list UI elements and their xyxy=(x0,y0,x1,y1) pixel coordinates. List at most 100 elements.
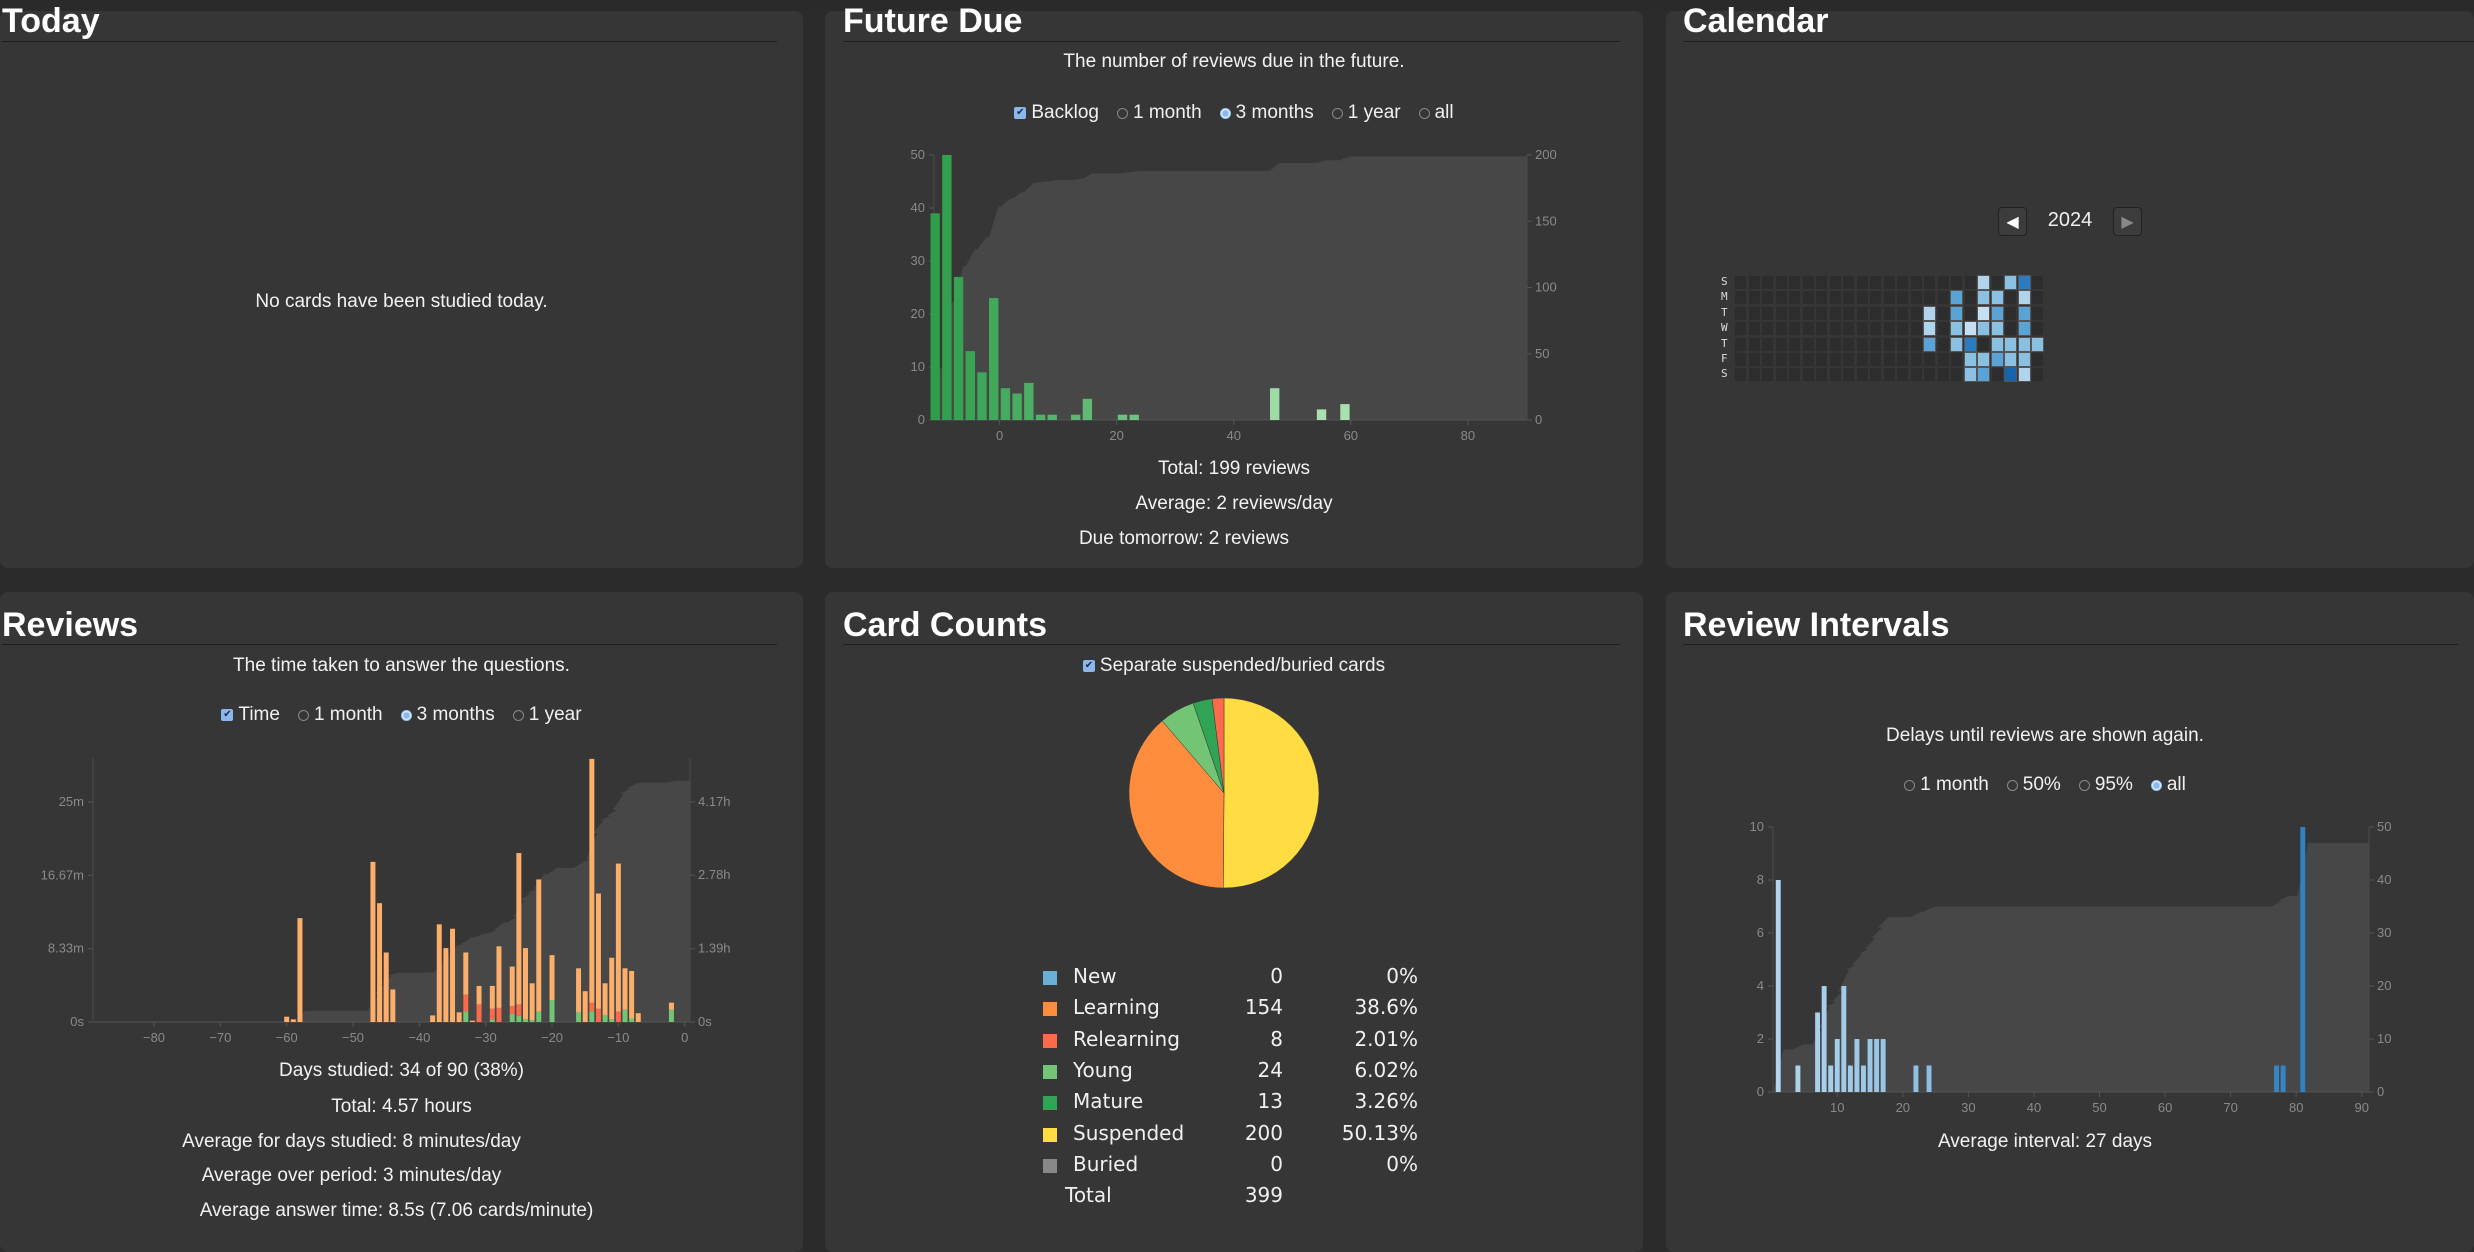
calendar-day-active[interactable] xyxy=(1963,336,1977,352)
calendar-day[interactable] xyxy=(1829,306,1841,320)
calendar-day[interactable] xyxy=(1775,337,1787,351)
calendar-day[interactable] xyxy=(1762,353,1773,366)
calendar-day[interactable] xyxy=(1883,337,1895,351)
calendar-day[interactable] xyxy=(1964,291,1976,305)
calendar-day[interactable] xyxy=(1856,306,1868,320)
radio-1-year[interactable]: 1 year xyxy=(512,704,582,726)
calendar-day[interactable] xyxy=(1843,368,1854,382)
calendar-day[interactable] xyxy=(1870,337,1881,351)
calendar-day[interactable] xyxy=(1802,276,1814,289)
prev-year-button[interactable]: ◀ xyxy=(1998,207,2027,236)
calendar-day[interactable] xyxy=(2032,291,2043,305)
calendar-day[interactable] xyxy=(1937,291,1949,305)
calendar-day[interactable] xyxy=(1991,276,2003,289)
calendar-day[interactable] xyxy=(2032,353,2043,366)
calendar-day[interactable] xyxy=(1843,322,1854,336)
calendar-day[interactable] xyxy=(1789,322,1800,336)
calendar-day[interactable] xyxy=(1937,306,1949,320)
calendar-day-active[interactable] xyxy=(1923,305,1936,321)
calendar-day-active[interactable] xyxy=(1963,321,1977,337)
calendar-day-active[interactable] xyxy=(1977,305,1990,321)
calendar-day[interactable] xyxy=(1816,322,1827,336)
calendar-day-active[interactable] xyxy=(1963,352,1977,367)
calendar-day[interactable] xyxy=(2032,322,2043,336)
calendar-day[interactable] xyxy=(1775,306,1787,320)
calendar-day[interactable] xyxy=(1951,276,1962,289)
calendar-day[interactable] xyxy=(1870,368,1881,382)
calendar-day[interactable] xyxy=(1937,353,1949,366)
calendar-day[interactable] xyxy=(1897,276,1908,289)
calendar-day-active[interactable] xyxy=(1923,336,1936,352)
calendar-day[interactable] xyxy=(1843,306,1854,320)
calendar-day[interactable] xyxy=(1910,322,1922,336)
separate-suspended-checkbox[interactable]: ✔ Separate suspended/buried cards xyxy=(1082,655,1385,677)
calendar-day[interactable] xyxy=(1816,276,1827,289)
radio-3-months[interactable]: 3 months xyxy=(1219,102,1314,124)
calendar-day[interactable] xyxy=(1829,337,1841,351)
calendar-day[interactable] xyxy=(1802,322,1814,336)
calendar-day[interactable] xyxy=(2005,306,2016,320)
radio-all[interactable]: all xyxy=(1418,102,1454,124)
calendar-day[interactable] xyxy=(2005,291,2016,305)
calendar-day-active[interactable] xyxy=(1950,321,1963,337)
calendar-day[interactable] xyxy=(1843,291,1854,305)
calendar-day[interactable] xyxy=(1843,337,1854,351)
calendar-day[interactable] xyxy=(1802,337,1814,351)
calendar-day-active[interactable] xyxy=(2004,336,2017,352)
calendar-day[interactable] xyxy=(1924,368,1935,382)
calendar-day[interactable] xyxy=(1735,291,1746,305)
calendar-day[interactable] xyxy=(1775,368,1787,382)
calendar-day[interactable] xyxy=(1964,276,1976,289)
calendar-day[interactable] xyxy=(1910,353,1922,366)
calendar-day[interactable] xyxy=(1775,322,1787,336)
calendar-day[interactable] xyxy=(1883,306,1895,320)
calendar-day[interactable] xyxy=(1843,276,1854,289)
calendar-day[interactable] xyxy=(1937,322,1949,336)
calendar-day-active[interactable] xyxy=(1990,321,2004,337)
calendar-day[interactable] xyxy=(1829,276,1841,289)
calendar-day[interactable] xyxy=(1883,368,1895,382)
calendar-day-active[interactable] xyxy=(1950,305,1963,321)
calendar-day-active[interactable] xyxy=(1963,367,1977,383)
calendar-day[interactable] xyxy=(1924,276,1935,289)
calendar-day[interactable] xyxy=(2032,306,2043,320)
calendar-day[interactable] xyxy=(1789,337,1800,351)
calendar-day-active[interactable] xyxy=(1977,275,1990,290)
calendar-day[interactable] xyxy=(1748,337,1760,351)
calendar-day-active[interactable] xyxy=(1977,352,1990,367)
calendar-day[interactable] xyxy=(1910,306,1922,320)
calendar-day[interactable] xyxy=(2032,276,2043,289)
calendar-day[interactable] xyxy=(1735,368,1746,382)
calendar-day[interactable] xyxy=(1762,337,1773,351)
calendar-day[interactable] xyxy=(1775,276,1787,289)
calendar-day[interactable] xyxy=(1735,322,1746,336)
checkbox-time[interactable]: ✔ Time xyxy=(221,704,280,726)
calendar-day[interactable] xyxy=(1951,368,1962,382)
calendar-day-active[interactable] xyxy=(1923,321,1936,337)
calendar-day[interactable] xyxy=(1735,306,1746,320)
calendar-day-active[interactable] xyxy=(2017,367,2031,383)
calendar-day[interactable] xyxy=(1883,291,1895,305)
radio-95-[interactable]: 95% xyxy=(2078,774,2133,796)
calendar-day[interactable] xyxy=(1924,353,1935,366)
calendar-day[interactable] xyxy=(1802,306,1814,320)
radio-1-month[interactable]: 1 month xyxy=(1904,774,1989,796)
calendar-day[interactable] xyxy=(1775,353,1787,366)
calendar-day[interactable] xyxy=(1870,306,1881,320)
calendar-day-active[interactable] xyxy=(2004,367,2017,383)
calendar-day-active[interactable] xyxy=(1990,305,2004,321)
calendar-day[interactable] xyxy=(1748,368,1760,382)
calendar-day[interactable] xyxy=(1762,306,1773,320)
calendar-day[interactable] xyxy=(1883,353,1895,366)
calendar-day[interactable] xyxy=(1789,353,1800,366)
calendar-day[interactable] xyxy=(1951,353,1962,366)
calendar-day[interactable] xyxy=(1802,368,1814,382)
calendar-day[interactable] xyxy=(1910,276,1922,289)
calendar-day[interactable] xyxy=(1789,306,1800,320)
calendar-day[interactable] xyxy=(1870,353,1881,366)
calendar-day[interactable] xyxy=(1762,291,1773,305)
calendar-day-active[interactable] xyxy=(2017,275,2031,290)
calendar-day[interactable] xyxy=(1924,291,1935,305)
calendar-day[interactable] xyxy=(1910,291,1922,305)
calendar-day[interactable] xyxy=(1816,291,1827,305)
